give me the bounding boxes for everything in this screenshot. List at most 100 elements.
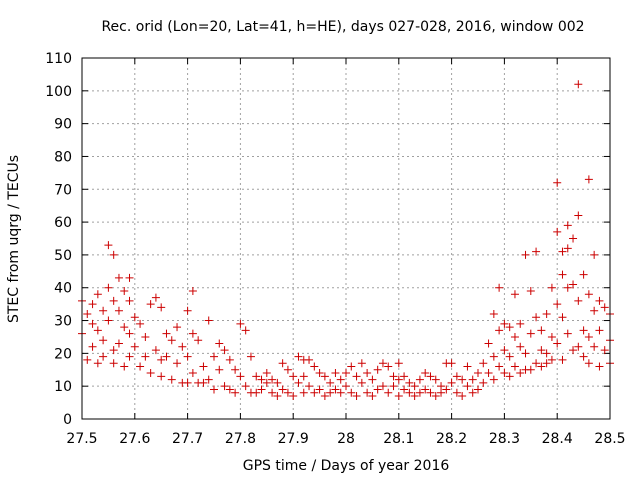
x-tick-label: 28.3 [489,431,520,447]
data-point [516,319,525,328]
data-point [500,346,509,355]
data-point [458,375,467,384]
data-point [574,80,583,89]
data-point [590,342,599,351]
data-point [526,365,535,374]
data-point [231,388,240,397]
data-point [368,392,377,401]
data-point [484,339,493,348]
data-point [484,369,493,378]
data-point [236,372,245,381]
data-point [532,313,541,322]
data-point [400,385,409,394]
data-point [526,287,535,296]
data-point [246,352,255,361]
data-point [463,382,472,391]
data-point [305,355,314,364]
data-point [521,250,530,259]
x-tick-label: 27.7 [172,431,203,447]
data-point [505,352,514,361]
data-point [273,392,282,401]
data-point [104,283,113,292]
data-point [373,385,382,394]
data-point [130,342,139,351]
data-point [315,385,324,394]
data-point [136,319,145,328]
data-point [347,388,356,397]
data-point [99,336,108,345]
data-point [204,375,213,384]
data-point [199,378,208,387]
data-point [553,227,562,236]
data-point [584,175,593,184]
data-point [426,372,435,381]
data-point [352,372,361,381]
data-point [584,290,593,299]
data-point [563,221,572,230]
data-point [278,359,287,368]
data-point [415,388,424,397]
y-tick-label: 20 [54,346,72,362]
data-point [99,306,108,315]
data-point [584,332,593,341]
data-point [563,244,572,253]
data-point [426,388,435,397]
data-point [252,388,261,397]
data-point [447,378,456,387]
data-point [220,382,229,391]
y-tick-label: 100 [45,84,72,100]
data-point [188,369,197,378]
data-point [569,346,578,355]
x-tick-label: 27.9 [278,431,309,447]
x-axis-title: GPS time / Days of year 2016 [243,458,450,474]
data-point [532,359,541,368]
data-point [542,359,551,368]
data-point [474,369,482,378]
data-point [510,332,519,341]
data-point [516,342,525,351]
data-point [500,319,509,328]
data-point [590,306,599,315]
data-point [495,362,504,371]
data-point [389,382,398,391]
data-point [468,388,477,397]
data-point [558,313,567,322]
data-point [262,369,271,378]
data-point [558,247,567,256]
data-point [421,385,430,394]
data-point [410,382,419,391]
data-point [315,369,324,378]
grid-lines [82,58,610,419]
data-point [93,359,102,368]
data-point [342,369,350,378]
data-point [104,316,113,325]
data-point [336,388,345,397]
data-point [510,362,519,371]
data-point [474,385,482,394]
data-point [167,336,176,345]
data-point [574,211,583,220]
data-point [120,287,129,296]
x-tick-label: 28.4 [542,431,573,447]
data-point [336,375,345,384]
data-point [495,283,504,292]
data-point [452,372,461,381]
data-point [600,346,609,355]
data-point [220,346,229,355]
data-point [241,382,250,391]
data-point [273,378,282,387]
data-point [151,293,160,302]
data-point [505,323,514,332]
data-point [558,270,567,279]
data-point [173,359,182,368]
x-tick-label: 27.8 [225,431,256,447]
data-point [537,362,546,371]
data-point [415,375,424,384]
data-point [357,378,366,387]
data-point [157,355,166,364]
data-point [579,270,588,279]
data-point [563,329,572,338]
y-tick-label: 30 [54,314,72,330]
data-point [141,332,150,341]
